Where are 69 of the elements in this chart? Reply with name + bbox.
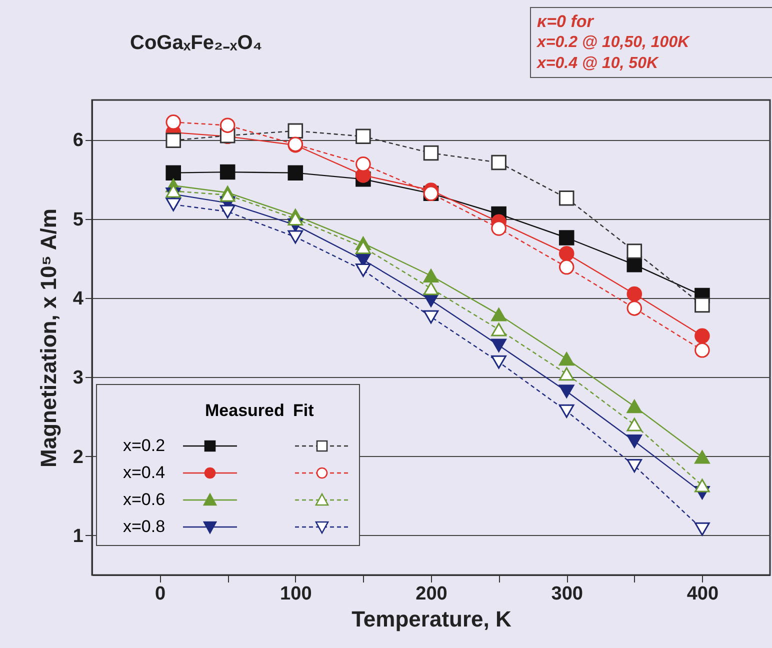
annotation: Measured: [205, 401, 284, 421]
point: [356, 128, 371, 144]
point: [558, 367, 574, 381]
y-tick-label: 5: [72, 209, 84, 230]
point: [423, 310, 439, 324]
point: [694, 297, 710, 313]
point: [626, 459, 642, 472]
point: [626, 244, 642, 259]
point: [423, 269, 439, 282]
point: [626, 286, 642, 302]
point: [491, 308, 506, 322]
text: κ=0 for: [537, 11, 596, 32]
point: [166, 132, 181, 148]
point: [356, 263, 371, 277]
point: [491, 322, 506, 336]
y-tick-label: 6: [72, 130, 84, 152]
y-tick-label: 3: [72, 368, 84, 389]
point: [288, 123, 304, 139]
x-tick-label: 0: [155, 584, 166, 604]
legend-label: x=0.4: [123, 462, 166, 484]
chart-title: CoGaₓFe₂₋ₓO₄: [130, 31, 262, 55]
point: [288, 165, 304, 180]
point: [694, 328, 710, 344]
annotation: Fit: [293, 401, 314, 421]
point: [423, 145, 439, 161]
point: [626, 400, 642, 414]
point: [558, 190, 574, 206]
point: [558, 230, 574, 246]
point: [423, 282, 439, 296]
point: [626, 418, 642, 432]
point: [491, 355, 506, 369]
y-axis-title: Magnetization, x 10⁵ A/m: [36, 208, 61, 468]
point: [694, 522, 710, 536]
point: [626, 300, 642, 316]
y-tick-label: 1: [72, 526, 84, 547]
point: [558, 404, 574, 418]
y-tick-label: 4: [72, 288, 84, 310]
x-tick-label: 300: [551, 584, 583, 604]
point: [288, 212, 304, 226]
point: [694, 342, 710, 358]
point: [694, 450, 710, 464]
point: [558, 352, 574, 366]
legend-label: x=0.6: [123, 489, 166, 511]
point: [558, 259, 574, 275]
point: [356, 240, 371, 254]
x-axis-title: Temperature, K: [352, 606, 512, 632]
text: x=0.2 @ 10,50, 100K: [537, 33, 691, 53]
point: [220, 118, 236, 133]
point: [626, 434, 642, 448]
point: [220, 204, 236, 218]
point: [558, 246, 574, 262]
point: [220, 164, 236, 180]
x-tick-label: 100: [280, 584, 312, 604]
point: [166, 114, 181, 130]
point: [356, 156, 371, 172]
point: [166, 198, 181, 212]
y-tick-label: 2: [72, 446, 84, 468]
legend-label: x=0.2: [123, 435, 166, 457]
point: [694, 478, 710, 492]
point: [491, 220, 506, 236]
x-tick-label: 400: [686, 584, 719, 604]
point: [491, 154, 506, 170]
x-tick-label: 200: [416, 584, 448, 604]
point: [491, 338, 506, 352]
text: x=0.4 @ 10, 50K: [537, 54, 660, 74]
point: [288, 230, 304, 244]
legend-label: x=0.8: [123, 516, 166, 538]
point: [558, 384, 574, 398]
point: [166, 165, 181, 180]
